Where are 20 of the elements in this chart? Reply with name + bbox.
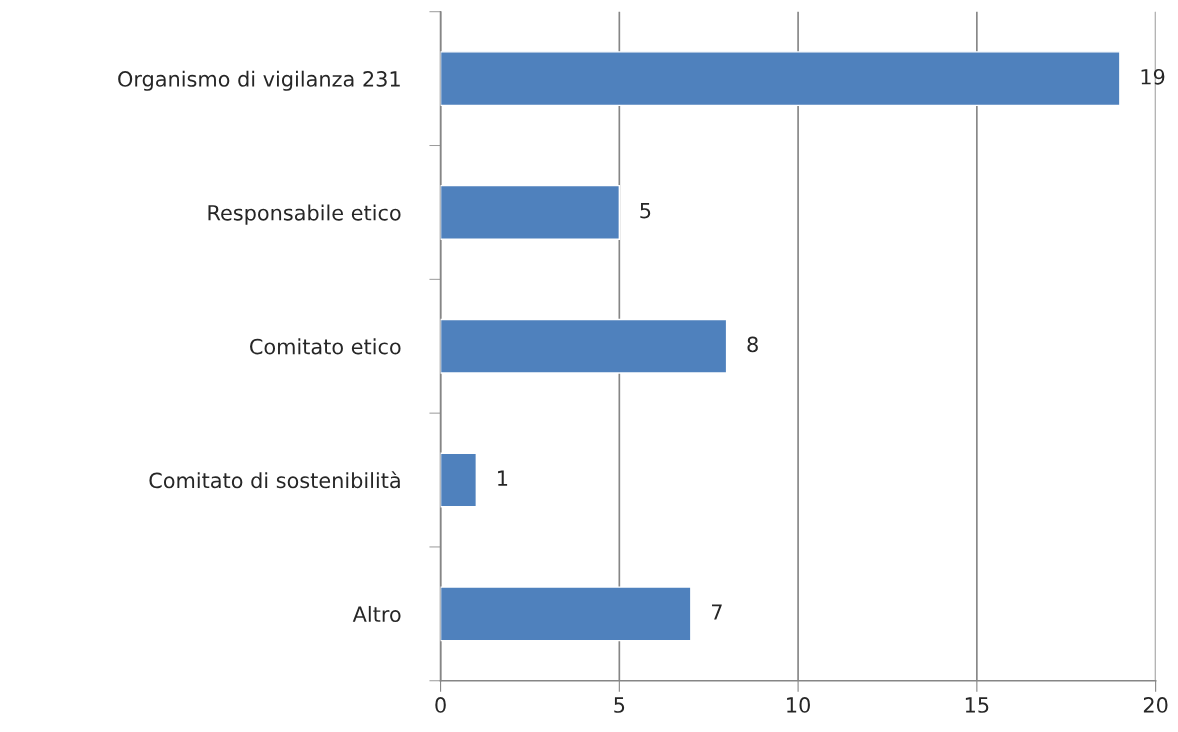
- data-label: 5: [640, 202, 651, 219]
- y-tick-label: Organismo di vigilanza 231: [118, 70, 400, 91]
- data-label: 8: [747, 336, 758, 353]
- bar: [440, 51, 1121, 107]
- x-tick-label: 10: [787, 697, 810, 713]
- x-tick-label: 0: [435, 697, 446, 713]
- y-tick-label: Comitato di sostenibilità: [149, 471, 400, 489]
- y-tick-label: Altro: [352, 605, 401, 623]
- bar: [440, 452, 478, 508]
- data-label: 19: [1141, 68, 1165, 85]
- bar: [440, 586, 692, 642]
- data-label: 7: [711, 604, 722, 620]
- bar: [440, 184, 621, 240]
- data-label: 1: [498, 470, 508, 486]
- x-tick-label: 20: [1143, 697, 1168, 713]
- y-tick-label: Responsabile etico: [208, 204, 401, 225]
- y-tick-label: Comitato etico: [250, 338, 401, 355]
- bar: [440, 318, 728, 374]
- x-tick-label: 15: [965, 697, 989, 713]
- x-tick-label: 5: [614, 697, 625, 713]
